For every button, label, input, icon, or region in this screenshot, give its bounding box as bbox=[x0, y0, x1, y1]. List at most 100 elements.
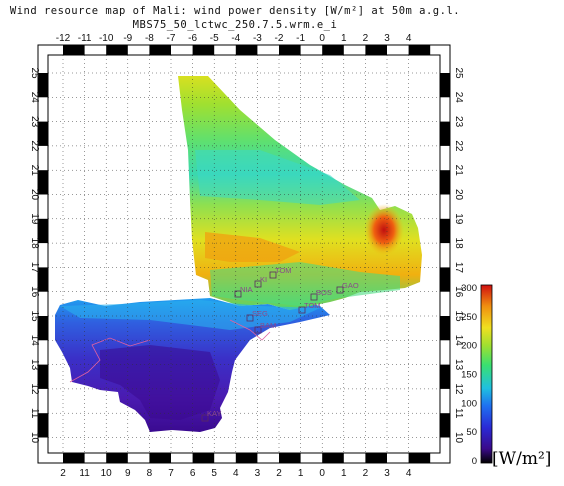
graticule bbox=[48, 55, 440, 453]
station-marker bbox=[298, 306, 306, 314]
border-segment bbox=[63, 45, 85, 55]
right-tick-label: 19 bbox=[453, 213, 464, 225]
colorbar-tick-label: 50 bbox=[466, 427, 477, 438]
border-segment bbox=[440, 121, 450, 146]
border-segment bbox=[408, 45, 431, 55]
border-segment bbox=[440, 364, 450, 389]
station-marker bbox=[234, 290, 242, 298]
left-tick-label: 20 bbox=[29, 189, 40, 201]
left-tick-label: 25 bbox=[29, 67, 40, 79]
top-tick-label: -11 bbox=[78, 33, 92, 44]
bottom-tick-label: 2 bbox=[363, 468, 369, 479]
border-segment bbox=[235, 45, 258, 55]
border-segment bbox=[322, 45, 344, 55]
bottom-tick-label: 3 bbox=[384, 468, 390, 479]
border-segment bbox=[38, 218, 48, 244]
station-marker bbox=[254, 280, 262, 288]
top-tick-label: -5 bbox=[210, 33, 219, 44]
border-segment bbox=[38, 364, 48, 389]
station-marker bbox=[336, 286, 344, 294]
top-tick-label: -4 bbox=[231, 33, 240, 44]
right-tick-label: 18 bbox=[453, 238, 464, 250]
right-tick-label: 25 bbox=[453, 67, 464, 79]
left-tick-label: 15 bbox=[29, 310, 40, 322]
right-tick-label: 17 bbox=[453, 262, 464, 274]
top-tick-label: -12 bbox=[56, 33, 71, 44]
station-label: SEG bbox=[252, 309, 268, 318]
left-tick-label: 22 bbox=[29, 140, 40, 152]
left-tick-label: 18 bbox=[29, 238, 40, 250]
top-tick-label: 0 bbox=[319, 33, 325, 44]
left-tick-label: 24 bbox=[29, 92, 40, 104]
colorbar-tick-label: 200 bbox=[461, 341, 477, 352]
border-segment bbox=[440, 316, 450, 341]
station-label: GAO bbox=[342, 281, 359, 290]
station-marker bbox=[201, 414, 209, 422]
station-marker bbox=[254, 326, 262, 334]
border-segment bbox=[192, 45, 215, 55]
top-tick-label: -7 bbox=[167, 33, 176, 44]
top-tick-label: 3 bbox=[384, 33, 390, 44]
colorbar bbox=[480, 284, 493, 464]
bottom-tick-label: 1 bbox=[298, 468, 304, 479]
right-tick-label: 22 bbox=[453, 140, 464, 152]
top-tick-label: -2 bbox=[275, 33, 284, 44]
bottom-tick-label: 11 bbox=[79, 468, 90, 479]
right-tick-label: 13 bbox=[453, 359, 464, 371]
border-segment bbox=[365, 45, 387, 55]
station-markers: TOM KI NIA GAO BOS TOM SEG BAM KAY bbox=[201, 266, 359, 422]
border-segment bbox=[38, 121, 48, 146]
right-tick-label: 15 bbox=[453, 310, 464, 322]
border-segment bbox=[38, 413, 48, 438]
bottom-tick-label: 2 bbox=[276, 468, 282, 479]
frame-checker-border bbox=[38, 45, 450, 463]
station-label: KI bbox=[260, 275, 267, 284]
right-tick-label: 16 bbox=[453, 286, 464, 298]
border-segment bbox=[440, 413, 450, 438]
right-tick-label: 14 bbox=[453, 335, 464, 347]
bottom-tick-label: 10 bbox=[101, 468, 113, 479]
bottom-tick-label: 2 bbox=[60, 468, 66, 479]
colorbar-tick-label: 150 bbox=[461, 370, 477, 381]
station-label: NIA bbox=[240, 285, 253, 294]
border-segment bbox=[38, 316, 48, 341]
border-segment bbox=[365, 453, 387, 463]
left-tick-label: 11 bbox=[29, 408, 40, 419]
border-segment bbox=[149, 453, 171, 463]
top-tick-label: -9 bbox=[123, 33, 132, 44]
station-label: TOM bbox=[304, 301, 321, 310]
bottom-tick-label: 5 bbox=[211, 468, 217, 479]
border-segment bbox=[106, 45, 128, 55]
top-tick-label: -8 bbox=[145, 33, 154, 44]
left-tick-label: 12 bbox=[29, 383, 40, 395]
map-title-line1: Wind resource map of Mali: wind power de… bbox=[9, 5, 461, 17]
left-tick-label: 16 bbox=[29, 286, 40, 298]
bottom-tick-label: 9 bbox=[125, 468, 131, 479]
border-segment bbox=[322, 453, 344, 463]
border-segment bbox=[440, 218, 450, 244]
top-tick-label: 4 bbox=[406, 33, 412, 44]
border-segment bbox=[192, 453, 215, 463]
border-segment bbox=[38, 170, 48, 195]
left-tick-label: 19 bbox=[29, 213, 40, 225]
top-tick-label: 1 bbox=[341, 33, 347, 44]
bottom-tick-label: 0 bbox=[319, 468, 325, 479]
bottom-tick-label: 7 bbox=[168, 468, 174, 479]
right-tick-label: 10 bbox=[453, 432, 464, 444]
station-label: TOM bbox=[275, 266, 292, 275]
right-tick-label: 20 bbox=[453, 189, 464, 201]
right-tick-label: 11 bbox=[453, 408, 464, 419]
top-tick-label: -1 bbox=[296, 33, 305, 44]
top-tick-label: -3 bbox=[253, 33, 262, 44]
bottom-tick-label: 6 bbox=[190, 468, 196, 479]
border-segment bbox=[440, 170, 450, 195]
right-tick-label: 23 bbox=[453, 116, 464, 128]
border-segment bbox=[408, 453, 431, 463]
station-marker bbox=[246, 314, 254, 322]
top-tick-label: 2 bbox=[363, 33, 369, 44]
border-segment bbox=[149, 45, 171, 55]
border-segment bbox=[63, 453, 85, 463]
bottom-tick-label: 1 bbox=[341, 468, 347, 479]
right-tick-label: 12 bbox=[453, 383, 464, 395]
